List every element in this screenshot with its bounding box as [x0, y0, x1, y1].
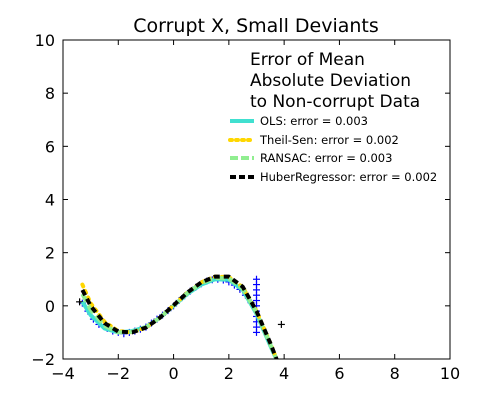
- x-axis: −4 −2 0 2 4 6 8 10: [51, 40, 460, 383]
- series-line-huber: [80, 274, 279, 359]
- x-tick-label: −2: [106, 364, 130, 383]
- y-axis: −2 0 2 4 6 8 10: [31, 31, 450, 369]
- x-tick-label: 2: [224, 364, 234, 383]
- legend-label-huber: HuberRegressor: error = 0.002: [260, 170, 437, 184]
- data-layer: [76, 274, 285, 359]
- chart-title: Corrupt X, Small Deviants: [133, 15, 379, 37]
- y-tick-label: 8: [45, 84, 55, 103]
- outlier-point: [277, 320, 285, 328]
- legend-title-line-2: Absolute Deviation: [250, 71, 411, 91]
- x-tick-label: 4: [279, 364, 289, 383]
- legend-title-line-3: to Non-corrupt Data: [250, 92, 420, 112]
- legend-label-ols: OLS: error = 0.003: [260, 114, 368, 128]
- y-tick-label: 2: [45, 244, 55, 263]
- x-tick-label: 0: [168, 364, 178, 383]
- legend-label-theil-sen: Theil-Sen: error = 0.002: [259, 133, 399, 147]
- legend-title-line-1: Error of Mean: [250, 50, 365, 70]
- x-tick-label: 8: [390, 364, 400, 383]
- outlier-point: [76, 298, 84, 306]
- legend-label-ransac: RANSAC: error = 0.003: [260, 151, 392, 165]
- y-tick-label: −2: [31, 350, 55, 369]
- scatter-point: [253, 328, 260, 336]
- x-tick-label: 6: [334, 364, 344, 383]
- y-tick-label: 4: [45, 191, 55, 210]
- series-line-theil-sen: [80, 274, 279, 359]
- y-tick-label: 0: [45, 297, 55, 316]
- x-tick-label: 10: [440, 364, 460, 383]
- y-tick-label: 10: [35, 31, 55, 50]
- legend: Error of Mean Absolute Deviation to Non-…: [228, 50, 437, 184]
- y-tick-label: 6: [45, 137, 55, 156]
- series-line-ols: [80, 277, 279, 359]
- x-tick-label: −4: [51, 364, 75, 383]
- series-line-ransac: [80, 275, 279, 359]
